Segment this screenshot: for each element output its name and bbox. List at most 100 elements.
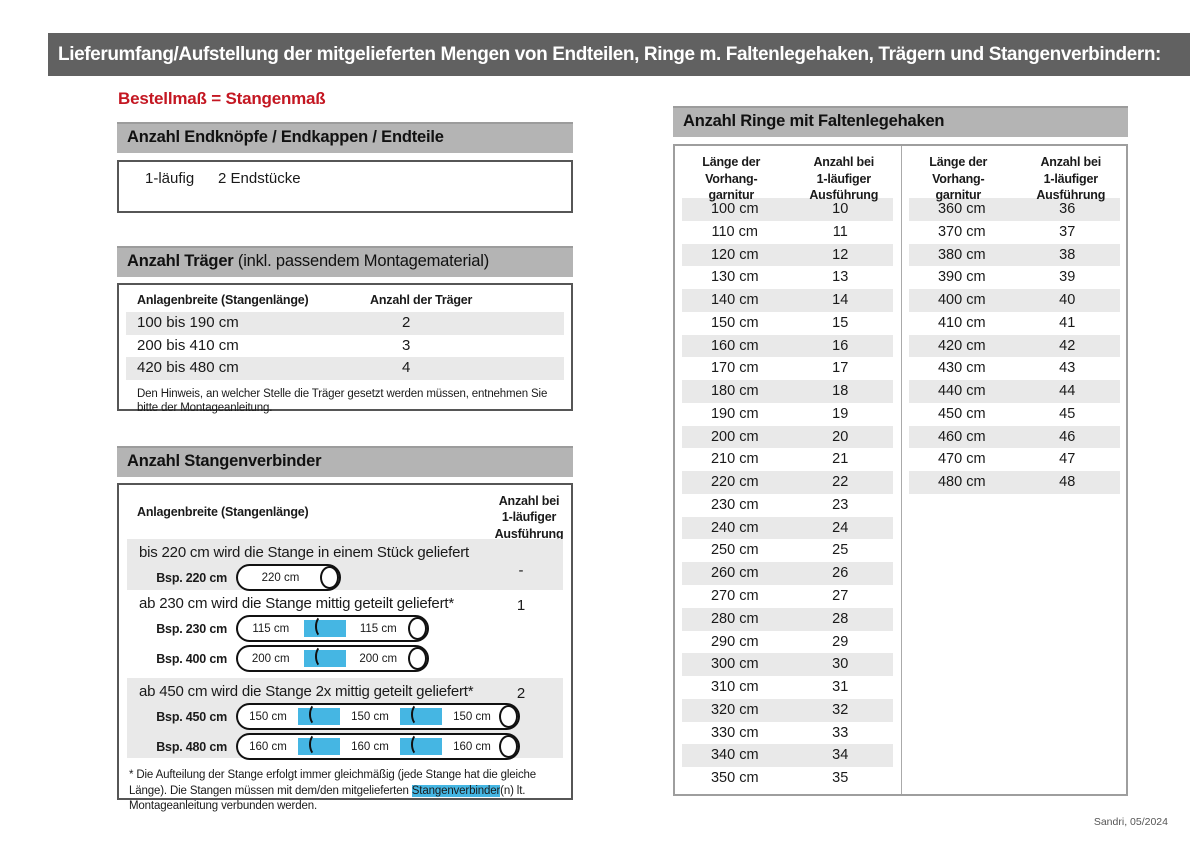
verbinder-count: - — [518, 562, 524, 579]
table-cell: 32 — [832, 701, 849, 718]
table-cell: 20 — [832, 428, 849, 445]
table-cell: 40 — [1059, 292, 1076, 309]
table-cell: 470 cm — [937, 451, 986, 468]
verbinder-count: 2 — [516, 685, 526, 702]
table-cell: 43 — [1059, 360, 1076, 377]
table-row: 250 cm 25 — [682, 539, 893, 562]
ringe-table-left: Länge der Vorhang- garnitur Anzahl bei 1… — [675, 146, 900, 794]
table-row: 170 cm 17 — [682, 357, 893, 380]
table-cell: 30 — [832, 656, 849, 673]
ringe-tables: Länge der Vorhang- garnitur Anzahl bei 1… — [673, 144, 1128, 796]
rod-illustration: 115 cm 115 cm — [236, 615, 429, 642]
verbinder-row-text: bis 220 cm wird die Stange in einem Stüc… — [139, 544, 469, 561]
table-cell: 400 cm — [937, 292, 986, 309]
document-version: Sandri, 05/2024 — [1093, 816, 1168, 828]
table-cell: 37 — [1059, 223, 1076, 240]
table-cell: 200 cm — [710, 428, 759, 445]
table-row: 160 cm 16 — [682, 334, 893, 358]
table-cell: 220 cm — [710, 474, 759, 491]
table-row: 330 cm 33 — [682, 722, 893, 745]
table-cell: 270 cm — [710, 588, 759, 605]
table-row: 390 cm 39 — [909, 266, 1120, 289]
table-row: 230 cm 23 — [682, 494, 893, 517]
verbinder-row-text: ab 230 cm wird die Stange mittig geteilt… — [139, 595, 454, 612]
table-row: 350 cm 35 — [682, 767, 893, 790]
table-cell: 330 cm — [710, 724, 759, 741]
table-cell: 28 — [832, 610, 849, 627]
table-cell: 380 cm — [937, 246, 986, 263]
table-row: 110 cm 11 — [682, 221, 893, 244]
table-row: 470 cm 47 — [909, 448, 1120, 471]
ringe-table-right: Länge der Vorhang- garnitur Anzahl bei 1… — [902, 146, 1127, 794]
table-cell: 4 — [402, 359, 411, 376]
table-row: 360 cm 36 — [909, 198, 1120, 221]
table-cell: 100 cm — [710, 201, 759, 217]
table-row: 420 cm 42 — [909, 334, 1120, 358]
table-cell: 45 — [1059, 405, 1076, 422]
rod-segment-label: 150 cm — [453, 710, 491, 723]
table-cell: 34 — [832, 747, 849, 764]
table-row: 220 cm 22 — [682, 471, 893, 494]
verbinder-row: ab 450 cm wird die Stange 2x mittig gete… — [127, 678, 563, 760]
table-row: 310 cm 31 — [682, 676, 893, 699]
table-row: 200 bis 410 cm 3 — [126, 335, 564, 358]
table-cell: 18 — [832, 383, 849, 400]
traeger-table-rows: 100 bis 190 cm 2 200 bis 410 cm 3 420 bis 48… — [126, 312, 564, 380]
traeger-col1-header: Anlagenbreite (Stangenlänge) — [137, 293, 309, 307]
rod-segment-label: 160 cm — [453, 740, 491, 753]
table-cell: 310 cm — [710, 679, 759, 696]
table-cell: 26 — [832, 565, 849, 582]
table-cell: 11 — [832, 223, 848, 240]
table-row: 370 cm 37 — [909, 221, 1120, 244]
rod-endcap — [499, 705, 518, 728]
rod-segment-label: 160 cm — [249, 740, 287, 753]
table-cell: 14 — [832, 292, 849, 309]
table-cell: 19 — [832, 405, 849, 422]
rod-segment-label: 160 cm — [351, 740, 389, 753]
table-cell: 290 cm — [710, 633, 759, 650]
table-row: 440 cm 44 — [909, 380, 1120, 403]
table-row: 150 cm 15 — [682, 312, 893, 335]
table-divider — [901, 146, 902, 794]
table-cell: 240 cm — [710, 519, 759, 536]
rod-illustration: 150 cm 150 cm 150 cm — [236, 703, 520, 730]
table-row: 340 cm 34 — [682, 744, 893, 768]
table-cell: 350 cm — [710, 770, 759, 787]
table-cell: 35 — [832, 770, 849, 787]
rod-example: Bsp. 480 cm 160 cm 160 cm 160 cm — [127, 733, 563, 760]
rod-connector — [400, 733, 442, 756]
rod-endcap — [499, 735, 518, 758]
table-cell: 42 — [1059, 337, 1076, 354]
table-cell: 31 — [832, 679, 849, 696]
table-cell: 210 cm — [710, 451, 759, 468]
rod-endcap — [320, 566, 339, 589]
table-cell: 29 — [832, 633, 849, 650]
verbinder-col1-header: Anlagenbreite (Stangenlänge) — [137, 505, 309, 519]
table-cell: 46 — [1059, 428, 1076, 445]
table-cell: 320 cm — [710, 701, 759, 718]
table-row: 200 cm 20 — [682, 425, 893, 449]
endteile-row-label: 1-läufig — [145, 170, 195, 187]
table-cell: 480 cm — [937, 474, 986, 491]
rod-example-label: Bsp. 220 cm — [156, 570, 227, 585]
section-header-verbinder: Anzahl Stangenverbinder — [117, 446, 573, 477]
table-cell: 420 bis 480 cm — [137, 359, 239, 376]
table-cell: 260 cm — [710, 565, 759, 582]
table-cell: 110 cm — [711, 223, 758, 240]
table-cell: 21 — [832, 451, 849, 468]
rod-segment-label: 220 cm — [261, 571, 300, 584]
rod-illustration: 220 cm — [236, 564, 341, 591]
verbinder-row: bis 220 cm wird die Stange in einem Stüc… — [127, 539, 563, 591]
table-cell: 300 cm — [710, 656, 759, 673]
rod-illustration: 160 cm 160 cm 160 cm — [236, 733, 520, 760]
table-cell: 250 cm — [710, 542, 759, 559]
table-cell: 39 — [1059, 269, 1076, 286]
rod-example-label: Bsp. 450 cm — [156, 709, 227, 724]
table-row: 100 bis 190 cm 2 — [126, 312, 564, 335]
table-cell: 27 — [832, 588, 849, 605]
ringe-col2-header: Anzahl bei 1-läufiger Ausführung — [1036, 155, 1106, 202]
table-row: 300 cm 30 — [682, 653, 893, 677]
ringe-table-right-rows: 360 cm 36 370 cm 37 380 cm 38 390 cm 39 400 cm 40… — [909, 198, 1120, 494]
footnote-highlight: Stangenverbinder — [411, 784, 501, 797]
table-cell: 47 — [1059, 451, 1076, 468]
